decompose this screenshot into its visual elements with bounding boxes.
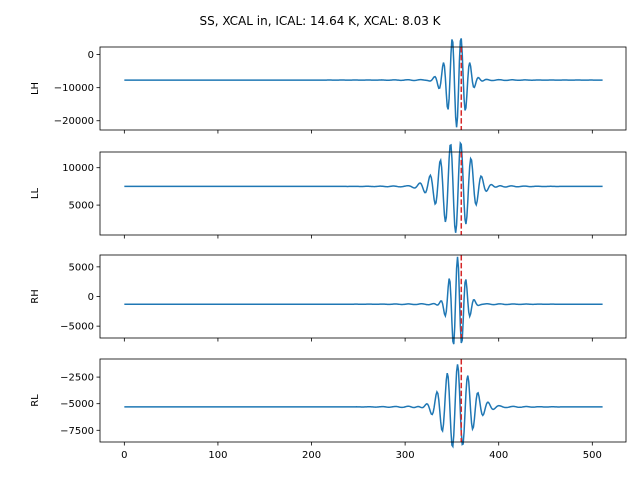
y-tick-label-lh: 0 — [88, 50, 94, 61]
y-tick-label-rl: −2500 — [60, 373, 94, 384]
y-tick-label-rh: 5000 — [69, 262, 94, 273]
subplot-rh: 5000 0 −5000 RH — [30, 254, 627, 345]
subplot-lh: 0 −10000 −20000 LH — [30, 38, 627, 134]
y-tick-label-rh: 0 — [88, 292, 94, 303]
y-axis-label-rh: RH — [30, 289, 41, 303]
x-tick-label: 300 — [396, 450, 415, 461]
y-tick-label-lh: −10000 — [54, 83, 94, 94]
subplot-rl: −2500 −5000 −7500 0 100 200 300 400 500 RL — [30, 358, 627, 461]
y-axis-label-lh: LH — [30, 82, 41, 95]
y-tick-label-ll: 10000 — [62, 163, 94, 174]
y-tick-label-rl: −7500 — [60, 426, 94, 437]
subplot-ll: 5000 10000 LL — [30, 141, 627, 239]
x-tick-label: 0 — [121, 450, 127, 461]
axes-frame-ll — [99, 151, 627, 236]
subplots: 0−10000−20000LH500010000LL50000−5000RH−2… — [30, 38, 627, 461]
y-tick-label-ll: 5000 — [69, 201, 94, 212]
chart-title: SS, XCAL in, ICAL: 14.64 K, XCAL: 8.03 K — [199, 14, 441, 28]
series-line-ll — [124, 141, 603, 233]
x-tick-label: 100 — [208, 450, 227, 461]
y-tick-label-lh: −20000 — [54, 116, 94, 127]
series-line-lh — [124, 38, 603, 128]
axes-frame-rh — [99, 254, 627, 339]
y-axis-label-rl: RL — [30, 394, 41, 407]
series-line-rh — [124, 256, 603, 345]
y-tick-label-rh: −5000 — [60, 322, 94, 333]
x-tick-label: 500 — [583, 450, 602, 461]
x-tick-label: 200 — [302, 450, 321, 461]
y-axis-label-ll: LL — [30, 188, 41, 200]
axes-frame-rl — [99, 358, 627, 443]
axes-frame-lh — [99, 46, 627, 131]
series-line-rl — [124, 364, 603, 449]
y-tick-label-rl: −5000 — [60, 399, 94, 410]
x-tick-label: 400 — [489, 450, 508, 461]
